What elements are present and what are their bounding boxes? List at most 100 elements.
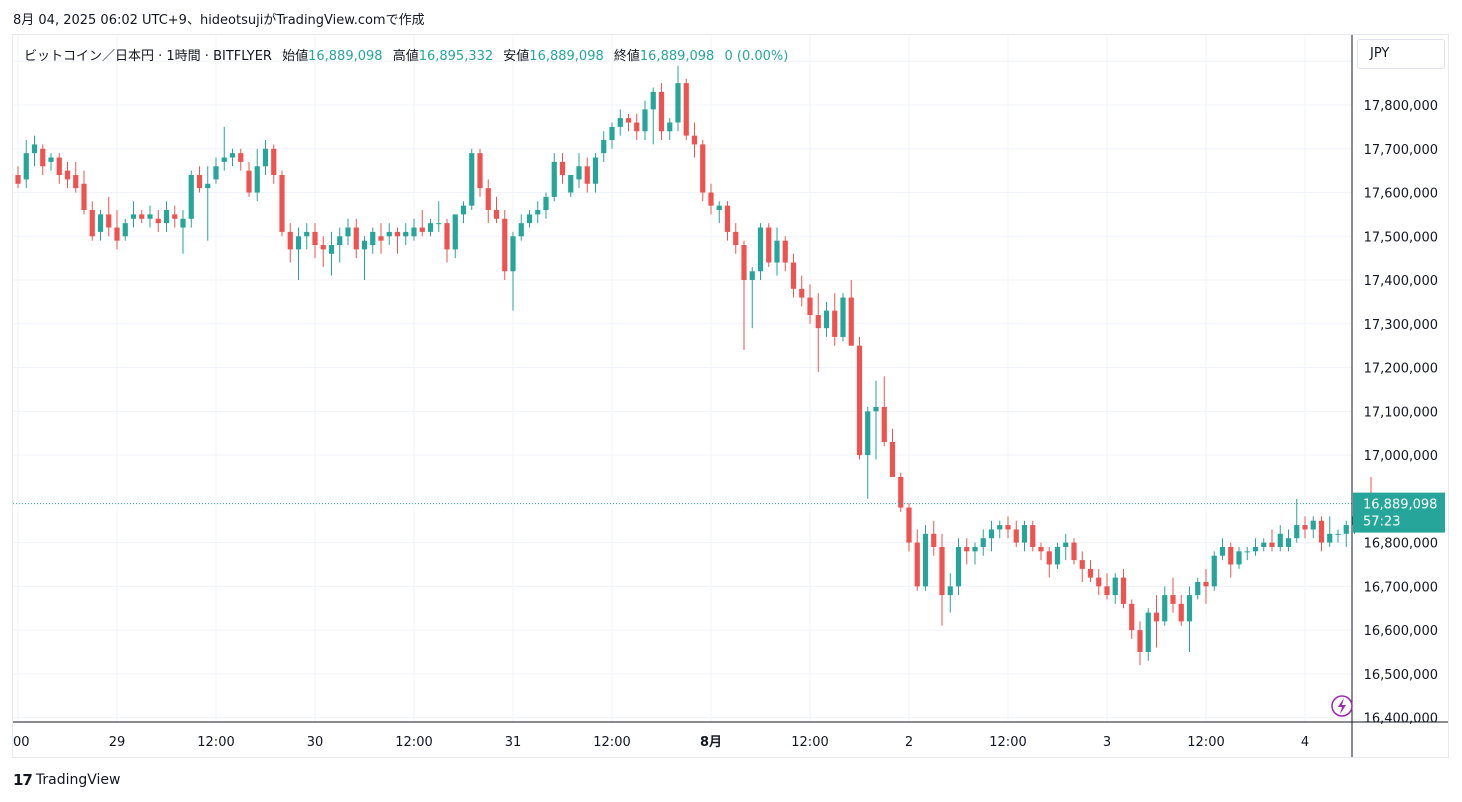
candle-body <box>444 223 450 250</box>
candle-body <box>1335 533 1341 535</box>
candle-body <box>799 288 805 298</box>
candle-body <box>394 231 401 237</box>
candle-body <box>667 122 673 132</box>
bar-countdown: 57:23 <box>1363 515 1400 530</box>
candle-body <box>1145 612 1151 652</box>
last-price-badge <box>1353 492 1445 533</box>
candle-body <box>988 529 995 539</box>
candle-body <box>1178 603 1184 622</box>
time-tick-label: 00 <box>13 735 30 750</box>
candle-body <box>40 148 46 167</box>
candle-body <box>1005 525 1011 530</box>
candle-body <box>205 183 211 189</box>
candle-body <box>196 175 203 189</box>
candle-body <box>97 214 104 232</box>
candle-body <box>543 196 549 211</box>
candle-body <box>1137 630 1143 652</box>
candle-body <box>559 161 566 176</box>
time-tick-label: 4 <box>1301 735 1309 750</box>
price-tick-label: 16,500,000 <box>1364 668 1438 683</box>
candle-body <box>873 406 879 412</box>
candle-body <box>691 135 698 145</box>
candle-body <box>1236 551 1242 565</box>
candle-body <box>73 175 79 189</box>
candle-body <box>163 210 170 224</box>
currency-selector[interactable]: JPY <box>1357 39 1445 69</box>
candle-body <box>790 262 797 289</box>
candle-body <box>609 126 615 141</box>
candle-body <box>130 214 137 219</box>
candle-body <box>823 310 830 329</box>
candle-body <box>658 91 665 132</box>
candle-body <box>48 157 54 162</box>
candle-body <box>106 214 112 228</box>
candle-body <box>576 166 582 180</box>
candle-body <box>1186 595 1193 622</box>
chart-frame <box>12 34 1449 758</box>
candle-body <box>1203 581 1209 587</box>
candle-body <box>815 315 821 329</box>
candle-body <box>947 586 953 596</box>
candle-body <box>1071 542 1077 561</box>
candle-body <box>675 83 681 123</box>
time-tick-label: 29 <box>109 735 126 750</box>
candle-body <box>856 345 863 456</box>
high-label: 高値 <box>392 49 419 64</box>
candle-body <box>832 310 838 337</box>
candle-body <box>1318 520 1325 543</box>
candle-body <box>31 144 38 154</box>
candle-body <box>502 218 508 272</box>
candle-body <box>1310 520 1316 530</box>
candle-body <box>221 157 227 162</box>
candle-body <box>139 214 145 219</box>
candle-body <box>1120 577 1127 604</box>
candle-body <box>881 406 887 442</box>
candle-body <box>535 210 541 215</box>
candle-body <box>625 118 632 123</box>
candle-body <box>939 546 945 596</box>
candle-body <box>370 231 376 246</box>
candle-body <box>1228 546 1234 565</box>
candle-body <box>592 157 599 184</box>
time-tick-label: 31 <box>505 735 522 750</box>
candle-body <box>898 476 904 508</box>
time-tick-label: 12:00 <box>1187 735 1224 750</box>
time-tick-label: 12:00 <box>791 735 828 750</box>
candle-body <box>1269 542 1275 547</box>
candle-body <box>617 118 623 127</box>
candle-body <box>906 507 912 543</box>
time-tick-label: 12:00 <box>395 735 432 750</box>
footer-brand-label: TradingView <box>35 772 121 788</box>
candle-body <box>1054 546 1061 565</box>
price-tick-label: 17,600,000 <box>1364 187 1438 202</box>
symbol-label[interactable]: ビットコイン／日本円 · 1時間 · BITFLYER <box>24 49 272 64</box>
candle-body <box>774 240 780 263</box>
candle-body <box>436 223 442 225</box>
candle-body <box>254 166 260 193</box>
candle-body <box>997 525 1003 530</box>
close-value: 16,889,098 <box>639 49 715 64</box>
candle-body <box>353 227 359 250</box>
chart-header-caption: 8月 04, 2025 06:02 UTC+9、hideotsujiがTradi… <box>13 13 425 28</box>
price-tick-label: 17,300,000 <box>1364 318 1438 333</box>
ohlc-legend: ビットコイン／日本円 · 1時間 · BITFLYER 始値16,889,098… <box>24 45 788 64</box>
candle-body <box>427 223 434 232</box>
time-tick-label: 12:00 <box>593 735 630 750</box>
candle-body <box>889 441 896 477</box>
candle-body <box>411 227 417 237</box>
candle-body <box>526 214 533 224</box>
candle-body <box>337 236 343 246</box>
candle-body <box>1252 546 1259 552</box>
candle-body <box>716 205 722 211</box>
candle-body <box>642 109 648 132</box>
candle-body <box>469 153 475 206</box>
candle-body <box>304 231 310 237</box>
footer-brand[interactable]: 17 TradingView <box>13 771 120 789</box>
candle-body <box>262 148 269 167</box>
close-label: 終値 <box>613 49 640 64</box>
candle-body <box>964 546 970 552</box>
candle-body <box>568 175 574 193</box>
candle-body <box>493 210 500 219</box>
low-label: 安値 <box>503 49 530 64</box>
